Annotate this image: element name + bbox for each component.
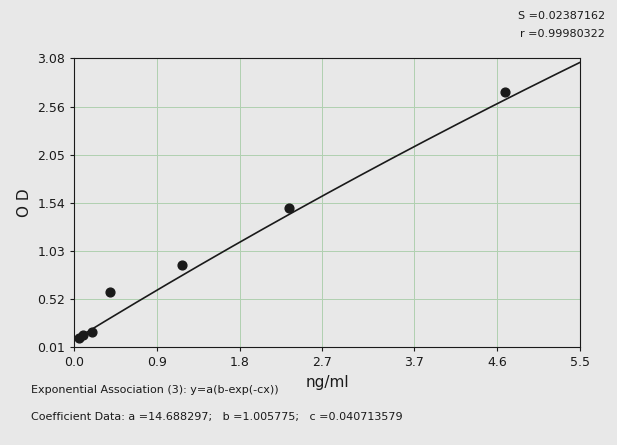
Point <box>78 332 88 339</box>
Point <box>176 262 186 269</box>
Text: r =0.99980322: r =0.99980322 <box>520 29 605 39</box>
Point <box>73 334 83 341</box>
Text: Coefficient Data: a =14.688297;   b =1.005775;   c =0.040713579: Coefficient Data: a =14.688297; b =1.005… <box>31 412 402 421</box>
Point <box>105 289 115 296</box>
Point <box>500 88 510 95</box>
Point <box>284 204 294 211</box>
Point <box>87 328 97 335</box>
Text: S =0.02387162: S =0.02387162 <box>518 11 605 21</box>
Y-axis label: O D: O D <box>17 188 31 217</box>
X-axis label: ng/ml: ng/ml <box>305 375 349 390</box>
Text: Exponential Association (3): y=a(b-exp(-cx)): Exponential Association (3): y=a(b-exp(-… <box>31 385 278 395</box>
